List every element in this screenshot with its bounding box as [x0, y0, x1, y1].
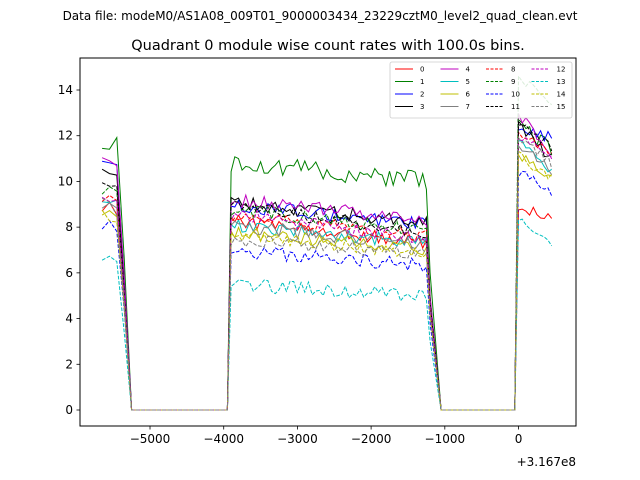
- x-tick-label: −3000: [277, 432, 318, 446]
- legend-label-5: 5: [466, 78, 470, 86]
- y-tick-label: 4: [65, 312, 73, 326]
- y-tick-label: 14: [58, 83, 73, 97]
- legend-label-7: 7: [466, 103, 470, 111]
- y-tick-label: 10: [58, 174, 73, 188]
- axis-ticks: −5000 −4000 −3000 −2000 −1000 0 0 2 4 6 8 10 12 14: [58, 83, 523, 446]
- legend-label-1: 1: [420, 78, 424, 86]
- series-line-10: [101, 170, 553, 411]
- series-line-13: [101, 218, 553, 411]
- series-line-14: [101, 150, 553, 411]
- legend-label-8: 8: [511, 66, 515, 74]
- legend-label-2: 2: [420, 91, 424, 99]
- y-tick-label: 8: [65, 220, 73, 234]
- series-line-5: [102, 140, 552, 411]
- legend-box: [389, 61, 573, 119]
- series-lines: [101, 74, 553, 411]
- legend-label-6: 6: [466, 91, 471, 99]
- series-line-15: [101, 136, 553, 411]
- axes-frame: [79, 57, 577, 427]
- legend-label-12: 12: [557, 66, 566, 74]
- series-line-7: [101, 144, 553, 411]
- legend-label-10: 10: [511, 91, 520, 99]
- legend-label-0: 0: [420, 66, 424, 74]
- x-tick-label: −1000: [425, 432, 466, 446]
- y-tick-label: 0: [65, 403, 73, 417]
- x-tick-label: 0: [515, 432, 523, 446]
- legend-label-3: 3: [420, 103, 424, 111]
- series-line-1: [102, 118, 553, 411]
- x-tick-label: −5000: [130, 432, 171, 446]
- legend-label-4: 4: [466, 66, 471, 74]
- series-line-8: [101, 130, 552, 411]
- x-tick-label: −2000: [351, 432, 392, 446]
- series-line-4: [101, 113, 553, 411]
- legend-label-13: 13: [557, 78, 566, 86]
- figure-suptitle: Data file: modeM0/AS1A08_009T01_90000034…: [63, 9, 578, 23]
- x-axis-offset-label: +3.167e8: [517, 455, 576, 469]
- legend-label-14: 14: [557, 91, 566, 99]
- x-tick-label: −4000: [203, 432, 244, 446]
- y-tick-label: 12: [58, 129, 73, 143]
- series-line-0: [101, 201, 553, 411]
- chart-title: Quadrant 0 module wise count rates with …: [131, 38, 525, 54]
- y-tick-label: 2: [65, 357, 73, 371]
- legend-label-9: 9: [511, 78, 515, 86]
- y-tick-label: 6: [65, 266, 73, 280]
- series-line-11: [101, 119, 553, 411]
- series-line-6: [101, 152, 552, 411]
- series-line-12: [101, 136, 552, 411]
- legend-label-15: 15: [557, 103, 566, 111]
- series-line-3: [101, 124, 553, 411]
- legend-label-11: 11: [511, 103, 520, 111]
